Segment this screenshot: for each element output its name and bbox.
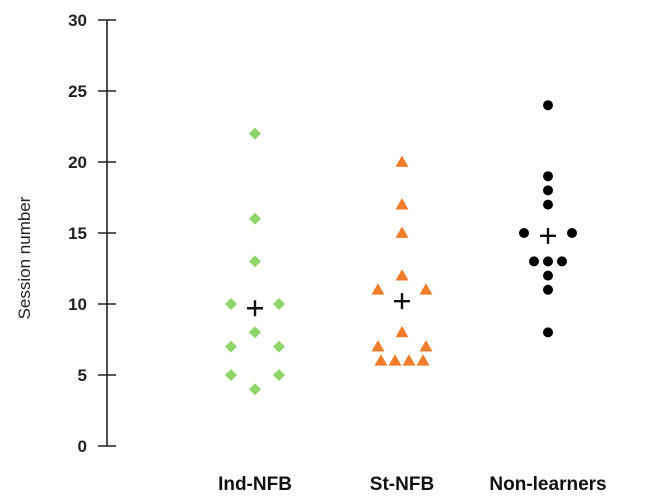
data-point xyxy=(567,228,577,238)
y-tick-label: 15 xyxy=(68,224,87,243)
mean-marker xyxy=(540,227,556,244)
data-point xyxy=(395,325,409,338)
data-point xyxy=(225,298,237,310)
data-point xyxy=(225,340,237,353)
y-tick-label: 5 xyxy=(78,366,87,385)
data-point xyxy=(249,212,261,225)
y-tick-label: 10 xyxy=(68,295,87,314)
data-point xyxy=(543,284,553,295)
category-labels: Ind-NFB St-NFB Non-learners xyxy=(218,474,607,495)
y-axis: 0 5 10 15 20 25 30 xyxy=(68,11,116,456)
mean-marker xyxy=(394,293,410,310)
data-point xyxy=(273,340,285,353)
data-point xyxy=(388,354,402,366)
mean-markers xyxy=(247,227,556,317)
data-point xyxy=(543,171,553,182)
y-tick-label: 30 xyxy=(68,11,87,30)
data-point xyxy=(543,327,553,338)
data-point xyxy=(249,127,261,140)
category-label: Ind-NFB xyxy=(218,474,292,495)
y-tick-label: 0 xyxy=(78,437,87,456)
data-point xyxy=(273,369,285,381)
data-points xyxy=(225,100,577,396)
data-point xyxy=(249,326,261,339)
data-point xyxy=(395,198,409,210)
data-point xyxy=(395,155,409,167)
y-tick-label: 20 xyxy=(68,153,87,172)
data-point xyxy=(225,369,237,381)
data-point xyxy=(402,354,416,366)
data-point xyxy=(557,256,567,267)
y-tick-label: 25 xyxy=(68,82,87,101)
data-point xyxy=(543,256,553,267)
data-point xyxy=(519,228,529,238)
data-point xyxy=(416,354,430,366)
data-point xyxy=(395,269,409,281)
data-point xyxy=(273,298,285,310)
data-point xyxy=(419,340,433,352)
data-point xyxy=(543,100,553,111)
data-point xyxy=(543,199,553,210)
category-label: Non-learners xyxy=(489,474,606,495)
data-point xyxy=(419,283,433,295)
data-point xyxy=(543,270,553,281)
data-point xyxy=(249,255,261,268)
y-axis-title: Session number xyxy=(15,196,34,319)
data-point xyxy=(543,185,553,196)
data-point xyxy=(529,256,539,267)
mean-marker xyxy=(247,300,263,317)
data-point xyxy=(249,383,261,396)
category-label: St-NFB xyxy=(370,474,434,495)
data-point xyxy=(371,340,385,352)
data-point xyxy=(395,226,409,238)
data-point xyxy=(371,283,385,295)
data-point xyxy=(374,354,388,366)
